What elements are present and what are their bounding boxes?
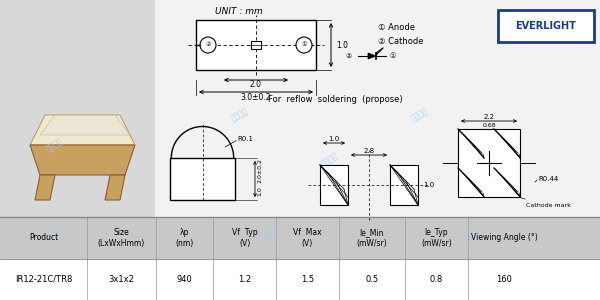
Text: 0.68: 0.68: [482, 123, 496, 128]
Circle shape: [296, 37, 312, 53]
Text: 1.0: 1.0: [257, 187, 262, 196]
Text: 超毅电子: 超毅电子: [320, 152, 340, 169]
Text: 1.0: 1.0: [336, 40, 348, 50]
Text: 940: 940: [176, 275, 193, 284]
Text: 160: 160: [496, 275, 512, 284]
Text: 超毅电子: 超毅电子: [45, 136, 65, 154]
Text: 1.5: 1.5: [301, 275, 314, 284]
Polygon shape: [40, 115, 130, 135]
Text: Size
(LxWxHmm): Size (LxWxHmm): [98, 228, 145, 248]
Text: ① Anode: ① Anode: [378, 23, 415, 32]
Text: Vf  Max
(V): Vf Max (V): [293, 228, 322, 248]
Bar: [390, 165, 418, 205]
Bar: [498, 10, 594, 42]
Bar: [0, 0, 600, 217]
Polygon shape: [30, 115, 135, 145]
Text: 2.0±0.2: 2.0±0.2: [257, 158, 262, 183]
Text: 1.2: 1.2: [238, 275, 251, 284]
Bar: [196, 20, 316, 70]
Text: ② Cathode: ② Cathode: [378, 38, 424, 46]
Text: R0.1: R0.1: [237, 136, 253, 142]
Text: EVERLIGHT: EVERLIGHT: [515, 21, 577, 31]
Text: 超毅电子: 超毅电子: [45, 226, 65, 244]
Polygon shape: [30, 145, 135, 175]
Text: Product: Product: [29, 233, 58, 242]
Text: 0.8: 0.8: [430, 275, 443, 284]
Text: 2.2: 2.2: [484, 114, 494, 120]
Text: For  reflow  soldering  (propose): For reflow soldering (propose): [268, 95, 403, 104]
Text: 1.0: 1.0: [423, 182, 434, 188]
Text: ①: ①: [390, 53, 396, 59]
Text: Ie_Typ
(mW/sr): Ie_Typ (mW/sr): [421, 228, 452, 248]
Text: 2.0: 2.0: [250, 80, 262, 89]
Bar: [0, 217, 600, 300]
Text: Viewing Angle (°): Viewing Angle (°): [470, 233, 538, 242]
Bar: [0, 0, 155, 217]
Text: ①: ①: [301, 43, 307, 47]
Text: ②: ②: [346, 53, 352, 59]
Text: IR12-21C/TR8: IR12-21C/TR8: [15, 275, 72, 284]
Polygon shape: [35, 175, 55, 200]
Text: λp
(nm): λp (nm): [175, 228, 194, 248]
Text: Cathode mark: Cathode mark: [526, 203, 571, 208]
Bar: [170, 158, 235, 200]
Bar: [0, 259, 600, 300]
Text: 超毅电子: 超毅电子: [410, 106, 430, 124]
Text: 3.0±0.2: 3.0±0.2: [241, 93, 271, 102]
Bar: [320, 165, 348, 205]
Bar: [0, 217, 600, 259]
Text: 2.8: 2.8: [364, 148, 374, 154]
Text: Vf  Typ
(V): Vf Typ (V): [232, 228, 257, 248]
Text: 超毅电子: 超毅电子: [230, 106, 250, 124]
Text: 0.5: 0.5: [365, 275, 379, 284]
Polygon shape: [105, 175, 125, 200]
Bar: [251, 41, 261, 49]
Text: ②: ②: [205, 43, 211, 47]
Bar: [0, 0, 155, 217]
Text: UNIT : mm: UNIT : mm: [215, 8, 263, 16]
Text: R0.44: R0.44: [538, 176, 558, 182]
Text: 超毅电子: 超毅电子: [460, 226, 480, 244]
Text: 超毅电子: 超毅电子: [260, 226, 280, 244]
Text: 3x1x2: 3x1x2: [109, 275, 134, 284]
Polygon shape: [368, 53, 376, 59]
Bar: [458, 129, 520, 197]
Text: 1.0: 1.0: [328, 136, 340, 142]
Circle shape: [200, 37, 216, 53]
Text: Ie_Min
(mW/sr): Ie_Min (mW/sr): [356, 228, 388, 248]
